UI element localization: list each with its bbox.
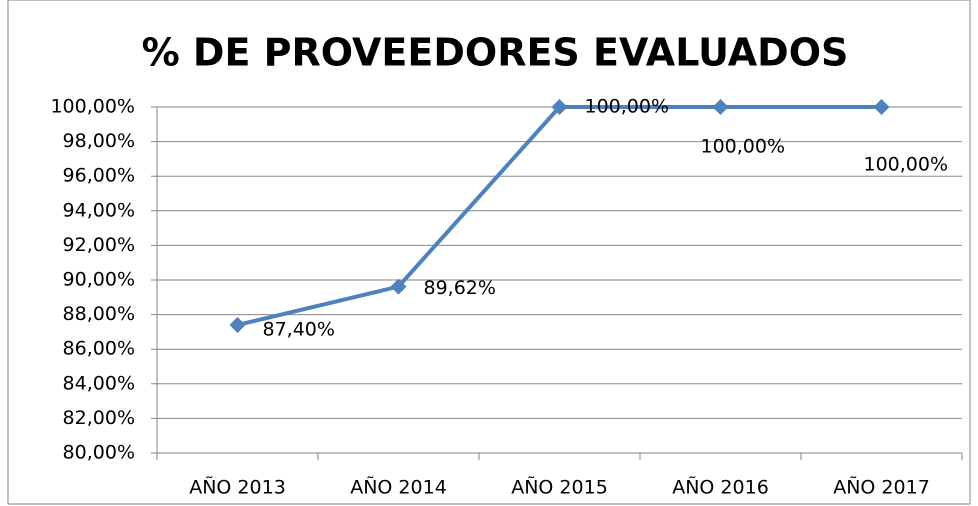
data-label: 100,00% [864,154,949,176]
y-tick-label: 96,00% [63,165,135,187]
y-tick-label: 80,00% [63,442,135,464]
marker [229,316,246,333]
data-label: 100,00% [701,136,786,158]
data-label: 89,62% [424,277,496,299]
y-tick-label: 98,00% [63,130,135,152]
x-tick-label: AÑO 2013 [189,476,286,499]
marker [390,278,407,295]
x-tick-label: AÑO 2014 [350,476,447,499]
data-label: 100,00% [585,96,670,118]
marker [551,99,568,115]
y-tick-label: 100,00% [50,96,135,118]
y-tick-label: 92,00% [63,234,135,256]
x-tick-label: AÑO 2017 [833,476,930,499]
y-tick-label: 90,00% [63,269,135,291]
y-tick-label: 84,00% [63,372,135,394]
marker [873,99,890,115]
chart-title: % DE PROVEEDORES EVALUADOS [142,31,849,75]
x-tick-label: AÑO 2016 [672,476,769,499]
y-tick-label: 86,00% [63,338,135,360]
x-tick-label: AÑO 2015 [511,476,608,499]
y-tick-label: 94,00% [63,199,135,221]
data-label: 87,40% [263,318,335,340]
chart-frame [7,0,971,505]
y-tick-label: 88,00% [63,303,135,325]
marker [712,99,729,115]
y-tick-label: 82,00% [63,407,135,429]
